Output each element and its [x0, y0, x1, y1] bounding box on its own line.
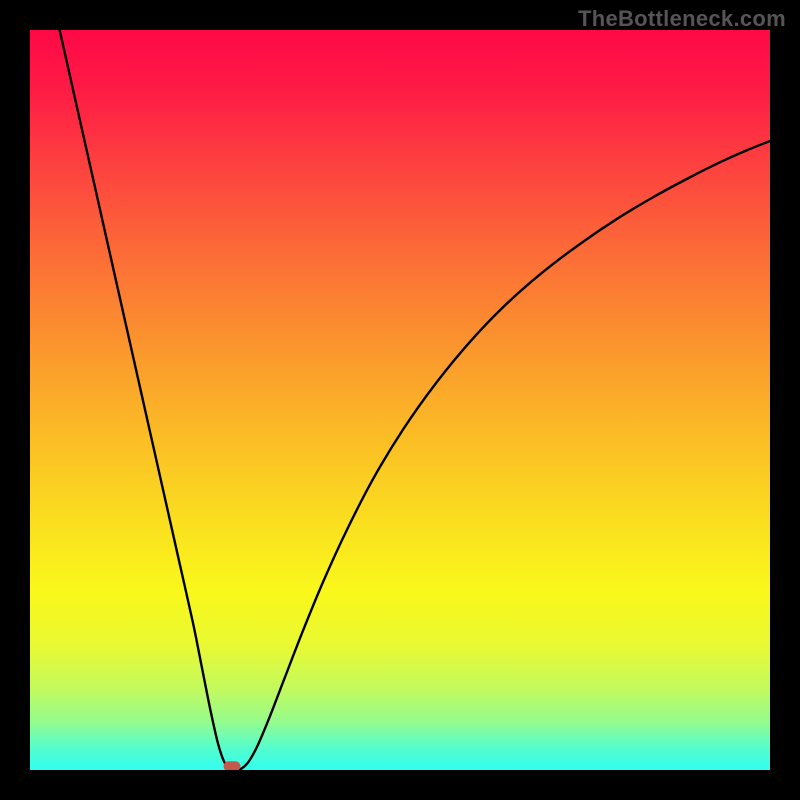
bottleneck-chart: [30, 30, 770, 770]
bottleneck-marker: [224, 761, 241, 770]
watermark-text: TheBottleneck.com: [578, 6, 786, 32]
gradient-background: [30, 30, 770, 770]
